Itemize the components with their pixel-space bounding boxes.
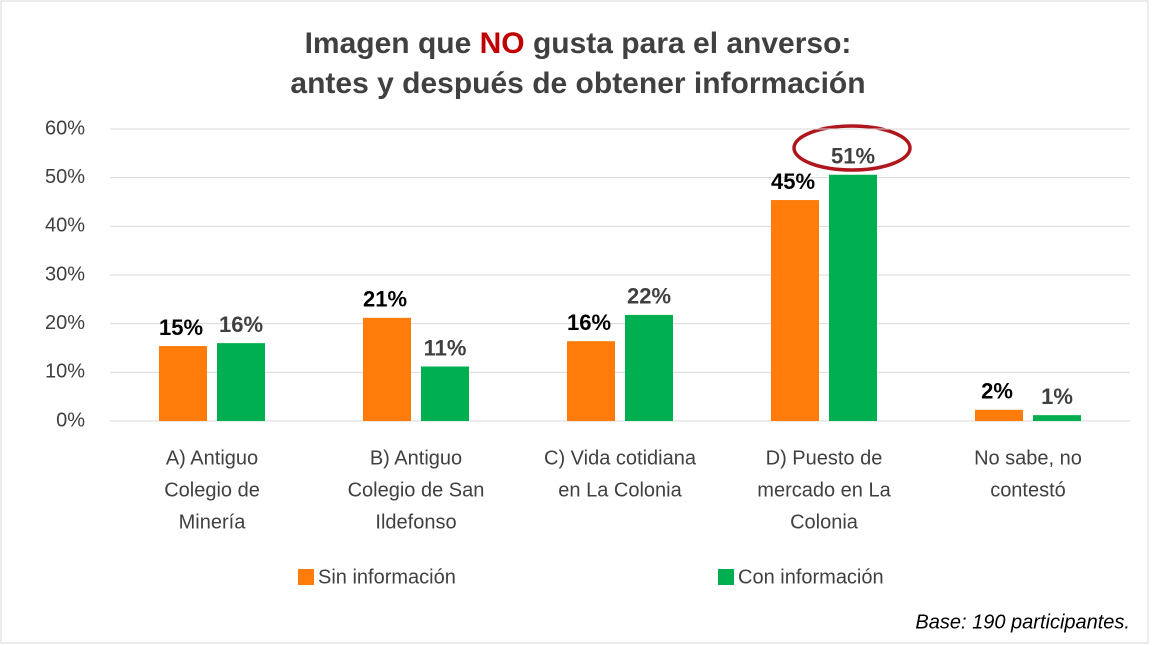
bar — [771, 200, 819, 421]
chart-title: Imagen que NO gusta para el anverso: — [305, 27, 852, 60]
data-label: 45% — [771, 169, 815, 194]
x-tick-label: C) Vida cotidiana — [544, 447, 697, 469]
x-tick-label: Colegio de — [164, 479, 260, 501]
highlight-circle — [792, 124, 912, 172]
x-tick-label: Ildefonso — [375, 511, 456, 533]
x-tick-label: B) Antiguo — [370, 447, 462, 469]
bar — [829, 174, 877, 421]
x-tick-label: No sabe, no — [974, 447, 1082, 469]
x-tick-label: mercado en La — [757, 479, 891, 501]
title-highlight: NO — [480, 27, 525, 60]
y-tick-label: 50% — [45, 166, 85, 188]
data-label: 1% — [1041, 384, 1073, 409]
data-label: 16% — [219, 312, 263, 337]
data-label: 2% — [981, 379, 1013, 404]
footnote: Base: 190 participantes. — [915, 611, 1130, 633]
x-tick-label: A) Antiguo — [166, 447, 258, 469]
x-tick-label: contestó — [990, 479, 1066, 501]
x-tick-label: Colegio de San — [348, 479, 485, 501]
data-label: 15% — [159, 315, 203, 340]
x-tick-label: en La Colonia — [558, 479, 682, 501]
y-tick-label: 40% — [45, 215, 85, 237]
bar — [159, 346, 207, 421]
y-tick-label: 60% — [45, 117, 85, 139]
legend-label: Con información — [738, 566, 884, 588]
data-label: 16% — [567, 310, 611, 335]
x-tick-label: Colonia — [790, 511, 859, 533]
title-part: gusta para el anverso: — [525, 27, 852, 60]
data-label: 51% — [831, 144, 875, 169]
legend-label: Sin información — [318, 566, 456, 588]
y-tick-label: 0% — [56, 409, 85, 431]
x-tick-label: Minería — [179, 511, 247, 533]
title-part: Imagen que — [305, 27, 480, 60]
chart-title: antes y después de obtener información — [290, 67, 865, 100]
y-tick-label: 10% — [45, 361, 85, 383]
bar — [1033, 415, 1081, 421]
y-tick-label: 30% — [45, 263, 85, 285]
data-label: 21% — [363, 287, 407, 312]
data-label: 11% — [424, 335, 467, 360]
y-tick-label: 20% — [45, 312, 85, 334]
bar — [421, 366, 469, 421]
legend-swatch — [718, 569, 734, 585]
bar — [363, 317, 411, 421]
x-tick-label: D) Puesto de — [766, 447, 883, 469]
legend-swatch — [298, 569, 314, 585]
bar — [975, 409, 1023, 421]
bar — [567, 341, 615, 421]
bar — [625, 314, 673, 421]
bar — [217, 343, 265, 421]
data-label: 22% — [627, 284, 671, 309]
